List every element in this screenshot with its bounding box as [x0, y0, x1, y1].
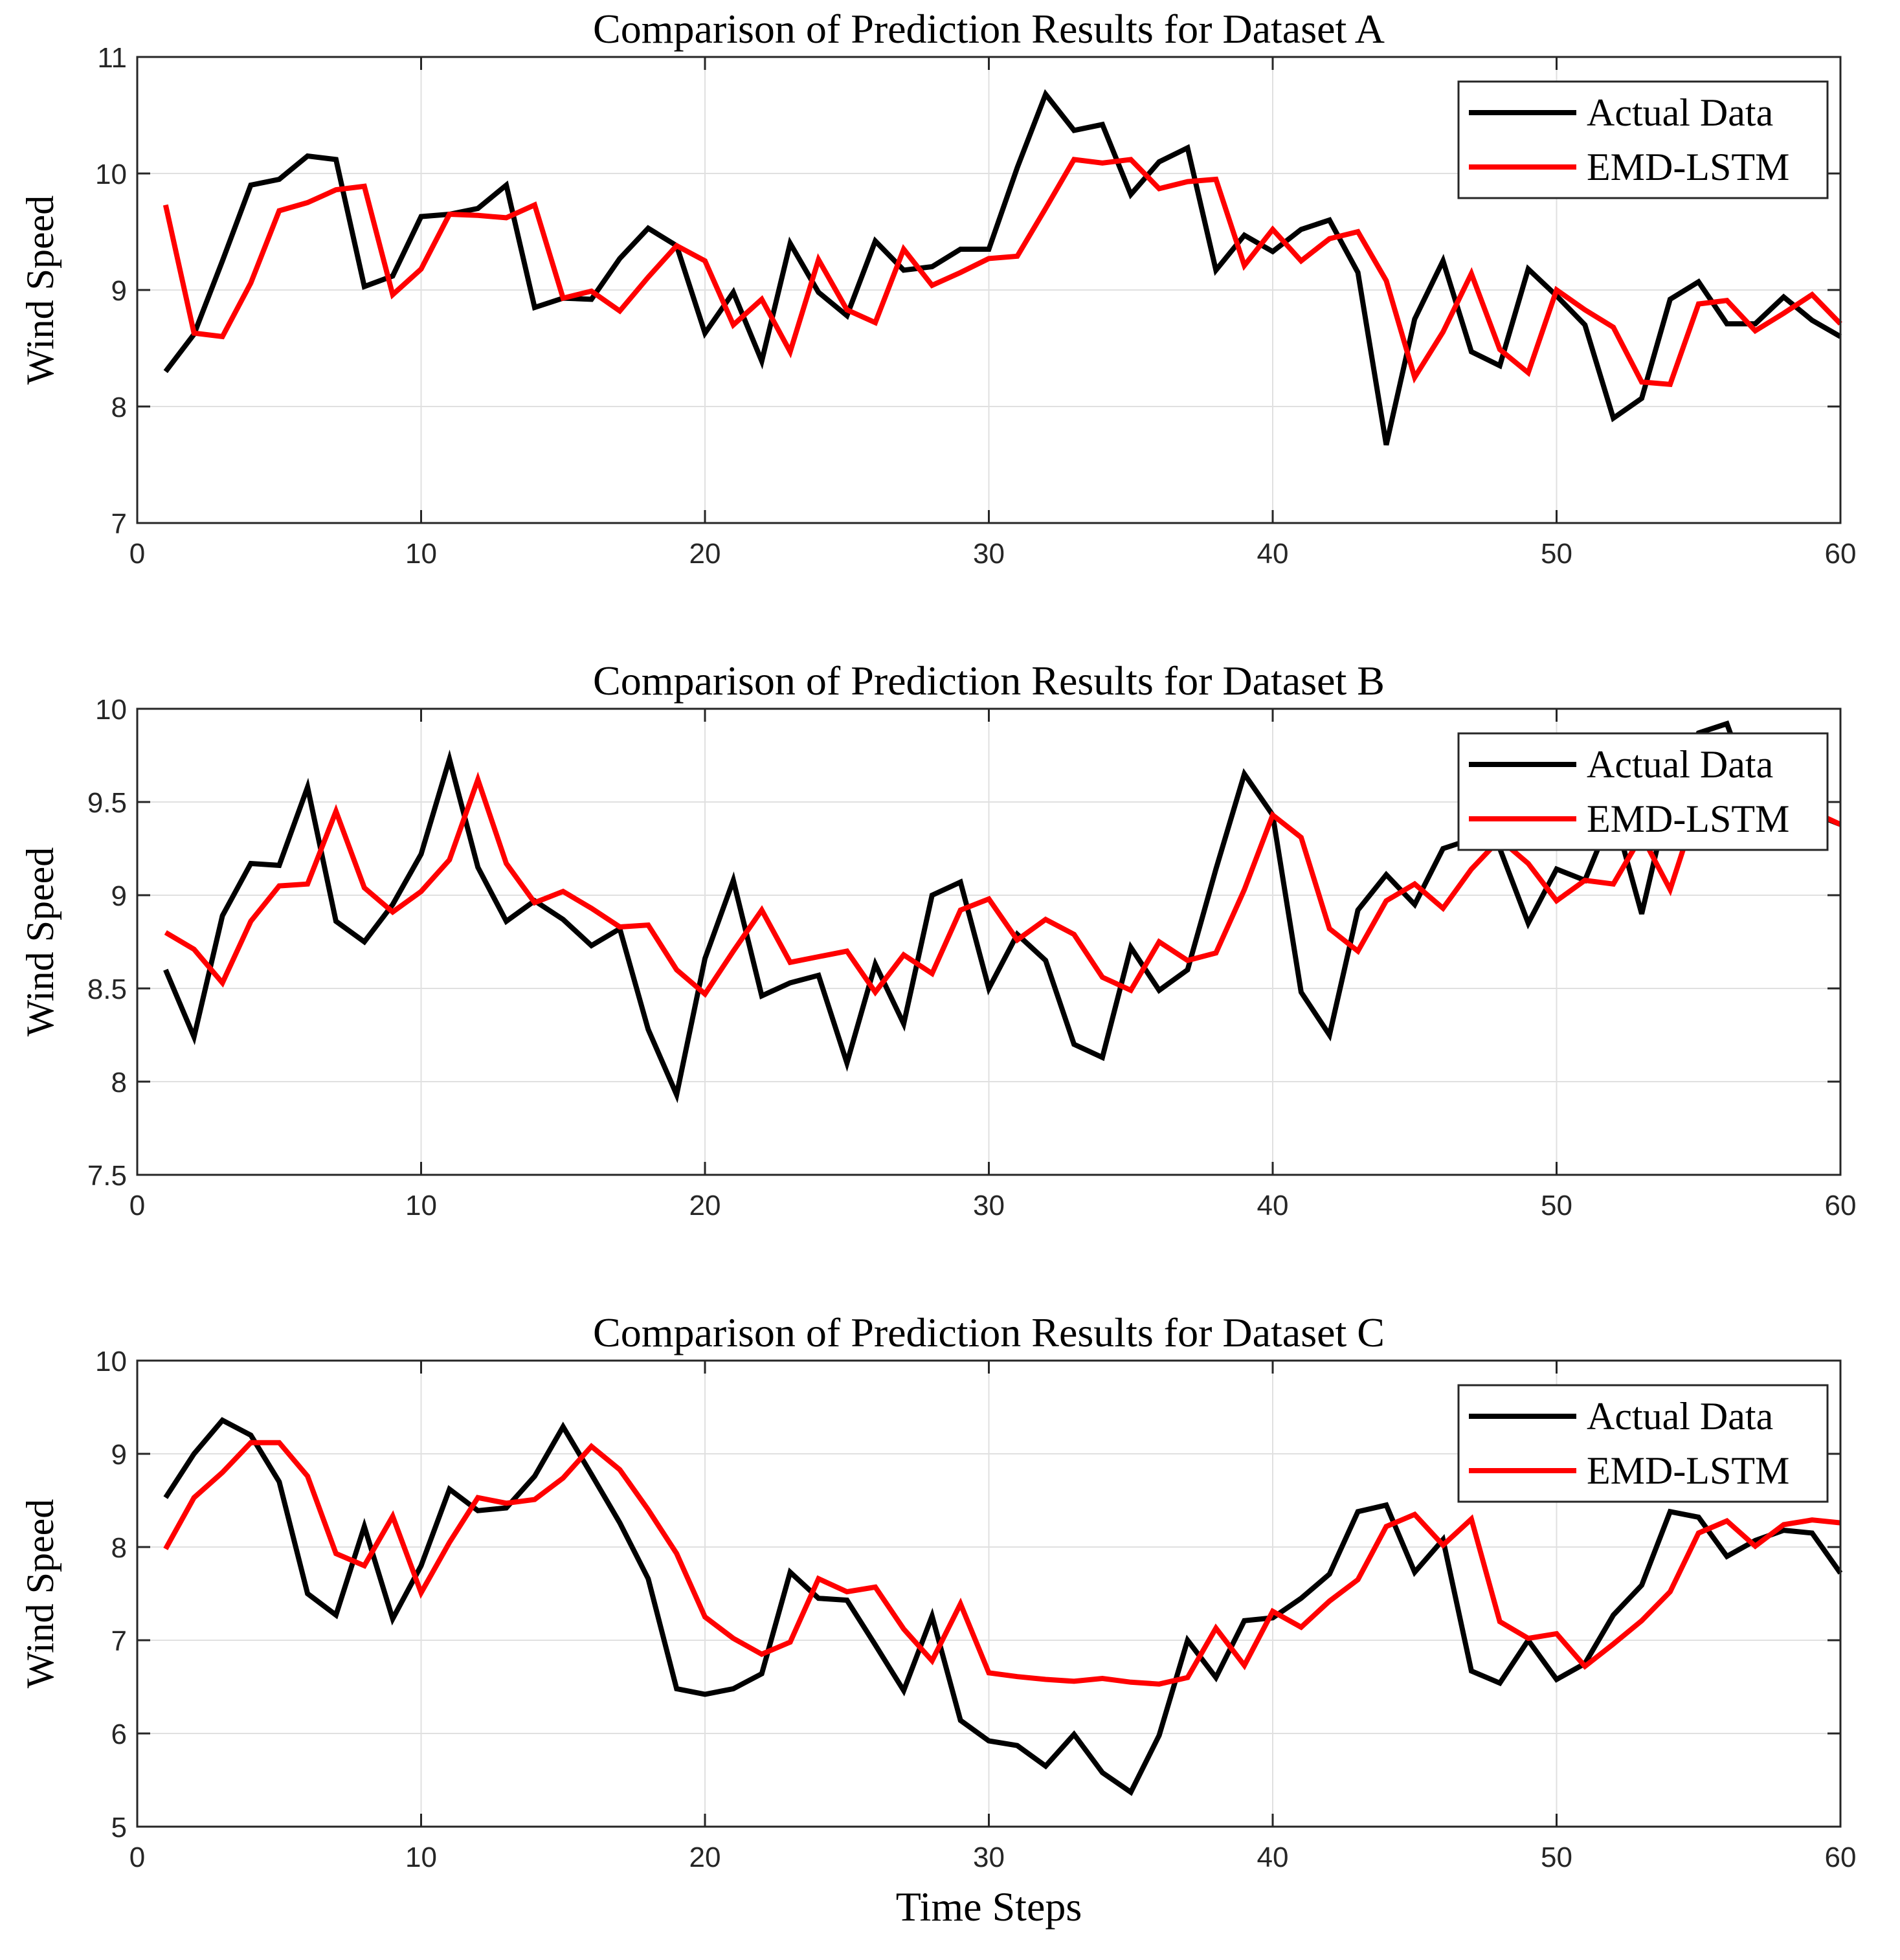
emd-lstm-line — [164, 772, 1842, 998]
x-tick-label: 0 — [129, 538, 145, 570]
x-tick-label: 0 — [129, 1190, 145, 1221]
x-tick-label: 40 — [1257, 1190, 1289, 1221]
x-tick-label: 30 — [973, 1842, 1005, 1873]
y-axis-label: Wind Speed — [19, 1499, 61, 1689]
legend-label: EMD-LSTM — [1587, 797, 1789, 840]
legend-box — [1457, 732, 1829, 851]
legend-label: Actual Data — [1587, 91, 1773, 134]
legend-label: EMD-LSTM — [1587, 1449, 1789, 1492]
chart-panel-1: 0 10 20 30 40 50 60 7 8 9 10 11 Comparison of Predic… — [19, 6, 1856, 570]
y-tick-label: 8.5 — [87, 974, 127, 1005]
x-tick-label: 10 — [405, 1190, 437, 1221]
chart-title: Comparison of Prediction Results for Dat… — [593, 1309, 1385, 1355]
y-tick-label: 9 — [111, 1439, 127, 1471]
y-axis-label: Wind Speed — [19, 195, 61, 385]
chart-title: Comparison of Prediction Results for Dat… — [593, 658, 1385, 704]
y-tick-label: 8 — [111, 1067, 127, 1098]
y-tick-label: 7.5 — [87, 1160, 127, 1192]
x-tick-label: 30 — [973, 538, 1005, 570]
y-tick-label: 8 — [111, 392, 127, 423]
chart-panel-2: 0 10 20 30 40 50 60 7.5 8 8.5 9 9.5 10 Comparison of … — [19, 658, 1856, 1221]
actual-data-line — [163, 1417, 1843, 1796]
x-tick-label: 10 — [405, 538, 437, 570]
emd-lstm-line — [162, 157, 1842, 388]
y-tick-label: 5 — [111, 1812, 127, 1843]
legend-label: Actual Data — [1587, 743, 1773, 786]
chart-title: Comparison of Prediction Results for Dat… — [593, 6, 1385, 52]
x-tick-label: 60 — [1825, 1190, 1857, 1221]
y-tick-label: 11 — [97, 42, 127, 74]
legend: Actual Data EMD-LSTM — [1457, 80, 1829, 199]
legend-label: Actual Data — [1587, 1395, 1773, 1438]
y-tick-label: 10 — [95, 694, 127, 726]
x-tick-label: 30 — [973, 1190, 1005, 1221]
x-tick-label: 20 — [689, 538, 721, 570]
x-tick-label: 40 — [1257, 1842, 1289, 1873]
y-tick-label: 9 — [111, 880, 127, 912]
y-tick-label: 8 — [111, 1532, 127, 1564]
x-tick-label: 0 — [129, 1842, 145, 1873]
y-tick-label: 7 — [111, 508, 127, 540]
chart-panel-3: 0 10 20 30 40 50 60 5 6 7 8 9 10 Comparison of Predic… — [19, 1309, 1856, 1930]
y-tick-label: 9 — [111, 275, 127, 307]
legend-box — [1457, 80, 1829, 199]
legend: Actual Data EMD-LSTM — [1457, 1384, 1829, 1503]
actual-data-line — [163, 720, 1842, 1104]
y-tick-label: 6 — [111, 1719, 127, 1750]
x-tick-label: 20 — [689, 1842, 721, 1873]
x-tick-label: 40 — [1257, 538, 1289, 570]
y-axis-label: Wind Speed — [19, 847, 61, 1037]
x-tick-label: 60 — [1825, 1842, 1857, 1873]
x-tick-label: 20 — [689, 1190, 721, 1221]
x-tick-label: 50 — [1541, 1190, 1572, 1221]
x-tick-label: 50 — [1541, 1842, 1572, 1873]
actual-data-line — [163, 89, 1842, 446]
legend: Actual Data EMD-LSTM — [1457, 732, 1829, 851]
y-tick-label: 10 — [95, 1346, 127, 1377]
y-tick-label: 9.5 — [87, 787, 127, 819]
x-tick-label: 50 — [1541, 538, 1572, 570]
y-tick-label: 10 — [95, 159, 127, 190]
emd-lstm-line — [163, 1440, 1841, 1687]
x-tick-label: 60 — [1825, 538, 1857, 570]
legend-label: EMD-LSTM — [1587, 146, 1789, 188]
x-axis-label: Time Steps — [896, 1884, 1082, 1930]
legend-box — [1457, 1384, 1829, 1503]
x-tick-label: 10 — [405, 1842, 437, 1873]
y-tick-label: 7 — [111, 1625, 127, 1657]
